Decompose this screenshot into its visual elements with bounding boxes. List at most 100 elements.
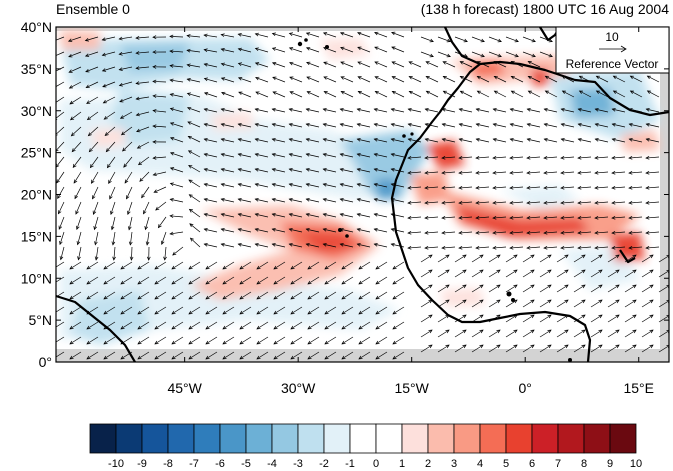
wind-vector xyxy=(103,276,116,285)
wind-vector xyxy=(271,32,286,38)
wind-vector xyxy=(239,261,252,270)
colorbar-swatch xyxy=(245,423,273,454)
wind-vector xyxy=(188,306,201,315)
wind-vector xyxy=(189,223,201,233)
wind-vector xyxy=(305,182,320,188)
wind-vector xyxy=(186,92,201,98)
wind-vector xyxy=(475,137,490,143)
wind-vector xyxy=(339,242,354,248)
wind-vector xyxy=(290,291,303,300)
wind-vector xyxy=(645,170,660,175)
wind-vector xyxy=(237,62,252,68)
wind-vector xyxy=(628,185,643,190)
wind-vector xyxy=(273,351,286,360)
wind-vector xyxy=(357,91,371,98)
wind-vector xyxy=(373,227,388,233)
positive-anomaly-region xyxy=(610,232,645,262)
wind-vector xyxy=(611,230,626,235)
wind-vector xyxy=(373,242,388,248)
anomaly-shading xyxy=(60,30,660,345)
wind-vector xyxy=(573,269,586,278)
wind-vector xyxy=(407,230,422,235)
wind-vector xyxy=(102,81,116,88)
lon-tick-label: 0° xyxy=(519,380,532,396)
wind-vector xyxy=(56,96,65,105)
wind-vector xyxy=(68,66,82,73)
wind-vector xyxy=(169,93,184,98)
lat-tick-label: 0° xyxy=(39,354,52,370)
wind-vector xyxy=(505,269,518,278)
wind-vector xyxy=(145,231,150,246)
wind-vector xyxy=(645,122,660,128)
wind-vector xyxy=(492,245,507,250)
wind-vector xyxy=(288,212,303,218)
wind-vector xyxy=(203,167,218,173)
wind-vector xyxy=(56,81,65,89)
wind-vector xyxy=(441,170,456,175)
wind-vector xyxy=(289,61,303,68)
wind-vector xyxy=(171,321,184,330)
wind-vector xyxy=(442,76,456,83)
wind-vector xyxy=(118,51,133,56)
wind-vector xyxy=(129,246,134,261)
wind-vector xyxy=(220,197,235,203)
wind-vector xyxy=(628,137,643,143)
negative-anomaly-region xyxy=(340,130,430,200)
wind-vector xyxy=(324,306,337,315)
wind-vector xyxy=(607,299,620,308)
wind-vector xyxy=(441,185,456,190)
islands xyxy=(297,38,572,362)
positive-anomaly-region xyxy=(410,172,450,205)
wind-vector xyxy=(424,137,439,143)
wind-vector xyxy=(544,90,558,98)
wind-vector xyxy=(288,107,303,113)
wind-vector xyxy=(169,34,184,39)
wind-vector xyxy=(339,182,354,188)
wind-vector xyxy=(488,269,501,278)
wind-vector xyxy=(577,137,592,143)
wind-vector xyxy=(645,200,660,205)
wind-vector xyxy=(290,336,303,345)
wind-vector xyxy=(641,314,654,323)
wind-vector xyxy=(56,306,65,314)
wind-vector xyxy=(239,276,252,285)
colorbar-label: 7 xyxy=(555,458,561,470)
wind-vector xyxy=(307,306,320,315)
wind-vector xyxy=(471,329,484,338)
wind-vector xyxy=(306,61,320,68)
wind-vector xyxy=(160,231,167,246)
wind-vector xyxy=(203,197,218,203)
wind-vector xyxy=(441,230,456,235)
wind-vector xyxy=(135,111,150,117)
colorbar-label: -4 xyxy=(267,458,277,470)
wind-vector xyxy=(509,137,524,143)
wind-vector xyxy=(305,46,320,53)
wind-vector xyxy=(475,185,490,190)
wind-vector xyxy=(112,246,116,261)
wind-vector xyxy=(543,245,558,250)
wind-vector xyxy=(488,36,502,43)
colorbar-label: 1 xyxy=(399,458,405,470)
wind-vector xyxy=(505,254,518,263)
wind-vector xyxy=(407,170,422,175)
wind-vector xyxy=(68,81,82,89)
wind-vector xyxy=(273,306,286,315)
wind-vector xyxy=(556,329,569,338)
wind-vector xyxy=(254,107,269,113)
wind-vector xyxy=(93,216,99,231)
colorbar-label: 0 xyxy=(373,458,379,470)
wind-vector xyxy=(607,329,620,338)
positive-anomaly-region xyxy=(620,130,660,152)
wind-vector xyxy=(152,94,167,98)
wind-vector xyxy=(222,261,235,270)
colorbar-label: 5 xyxy=(503,458,509,470)
colorbar-label: -9 xyxy=(137,458,147,470)
map-plot-area xyxy=(56,27,669,362)
wind-vector xyxy=(358,336,371,345)
wind-vector xyxy=(522,269,535,278)
wind-vector xyxy=(323,61,337,68)
lat-tick-label: 5°N xyxy=(29,312,53,328)
wind-vector xyxy=(290,306,303,315)
wind-vector xyxy=(89,156,99,169)
wind-vector xyxy=(341,306,354,315)
